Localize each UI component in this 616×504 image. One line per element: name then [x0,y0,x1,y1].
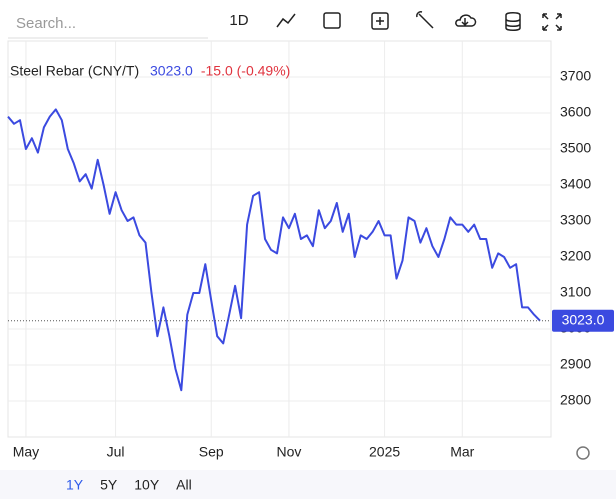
plot-frame [7,40,552,438]
y-tick-label: 3400 [560,176,591,192]
range-button[interactable]: 5Y [100,477,118,493]
price-line [7,108,541,392]
y-tick-label: 3600 [560,104,591,120]
x-tick-label: 2025 [369,444,400,460]
last-price-label: 3023.0 [562,311,605,327]
search-placeholder[interactable]: Search... [16,15,76,32]
y-tick-label: 2800 [560,392,591,408]
calendar-icon[interactable] [323,12,341,29]
x-tick-label: Mar [450,444,474,460]
interval-button[interactable]: 1D [229,12,248,29]
settings-gear[interactable] [576,446,590,460]
fullscreen-icon[interactable] [542,13,562,31]
y-tick-label: 3100 [560,284,591,300]
range-button[interactable]: All [176,477,192,493]
range-button[interactable]: 1Y [66,477,84,493]
settings-wrench-icon[interactable] [416,11,434,29]
x-tick-label: May [13,444,39,460]
header-change: -15.0 (-0.49%) [201,63,290,79]
x-tick-label: Jul [107,444,125,460]
database-icon[interactable] [505,12,521,31]
chart-title: Steel Rebar (CNY/T) [10,63,139,79]
y-tick-label: 3200 [560,248,591,264]
grid: 2800290030003100320033003400350036003700… [8,41,591,460]
header-price: 3023.0 [150,63,193,79]
indicator-icon[interactable] [371,12,389,30]
range-buttons: 1Y 5Y 10Y All [66,477,192,493]
x-tick-label: Nov [276,444,301,460]
line-type-icon[interactable] [276,13,296,28]
y-tick-label: 3700 [560,68,591,84]
last-price-tag [552,309,614,332]
x-tick-label: Sep [199,444,224,460]
range-bar [0,470,616,499]
download-icon[interactable] [455,14,477,27]
search-box[interactable] [8,8,208,40]
toolbar-icons [276,11,562,31]
range-button[interactable]: 10Y [134,477,160,493]
y-tick-label: 3500 [560,140,591,156]
plot: 3023.0 [7,108,614,392]
plus [376,17,384,25]
y-tick-label: 3300 [560,212,591,228]
y-tick-label: 2900 [560,356,591,372]
